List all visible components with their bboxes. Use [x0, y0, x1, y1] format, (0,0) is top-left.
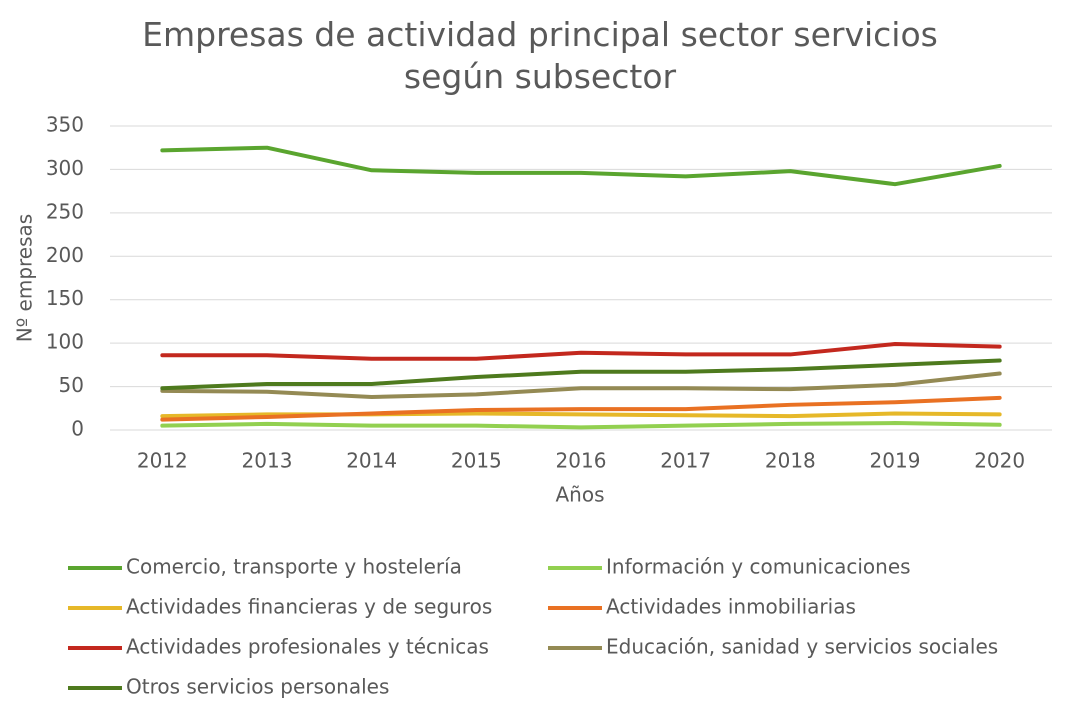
y-tick-label: 350 [46, 113, 84, 137]
legend-label: Actividades financieras y de seguros [126, 595, 492, 619]
series-line [160, 371, 1002, 399]
x-tick-label: 2012 [137, 449, 188, 473]
legend-label: Actividades profesionales y técnicas [126, 635, 489, 659]
series-line [160, 421, 1002, 430]
legend-label: Información y comunicaciones [606, 555, 911, 579]
series-line [160, 358, 1002, 391]
y-tick-label: 200 [46, 243, 84, 267]
x-tick-label: 2016 [556, 449, 607, 473]
legend-label: Educación, sanidad y servicios sociales [606, 635, 998, 659]
y-tick-label: 250 [46, 199, 84, 223]
x-tick-label: 2020 [974, 449, 1025, 473]
chart-title: Empresas de actividad principal sector s… [142, 15, 938, 96]
y-tick-label: 300 [46, 156, 84, 180]
y-tick-label: 100 [46, 330, 84, 354]
x-tick-label: 2017 [660, 449, 711, 473]
legend-label: Otros servicios personales [126, 675, 389, 699]
series-line [160, 145, 1002, 187]
x-tick-label: 2015 [451, 449, 502, 473]
legend-label: Comercio, transporte y hostelería [126, 555, 462, 579]
y-tick-label: 0 [71, 417, 84, 441]
x-axis-label: Años [555, 483, 604, 507]
y-tick-label: 150 [46, 286, 84, 310]
legend-label: Actividades inmobiliarias [606, 595, 856, 619]
series-line [160, 342, 1002, 361]
x-tick-label: 2014 [346, 449, 397, 473]
series-line [160, 395, 1002, 422]
x-tick-label: 2018 [765, 449, 816, 473]
x-tick-label: 2019 [870, 449, 921, 473]
y-tick-label: 50 [59, 373, 84, 397]
x-tick-label: 2013 [242, 449, 293, 473]
y-axis-label: Nº empresas [13, 214, 37, 342]
